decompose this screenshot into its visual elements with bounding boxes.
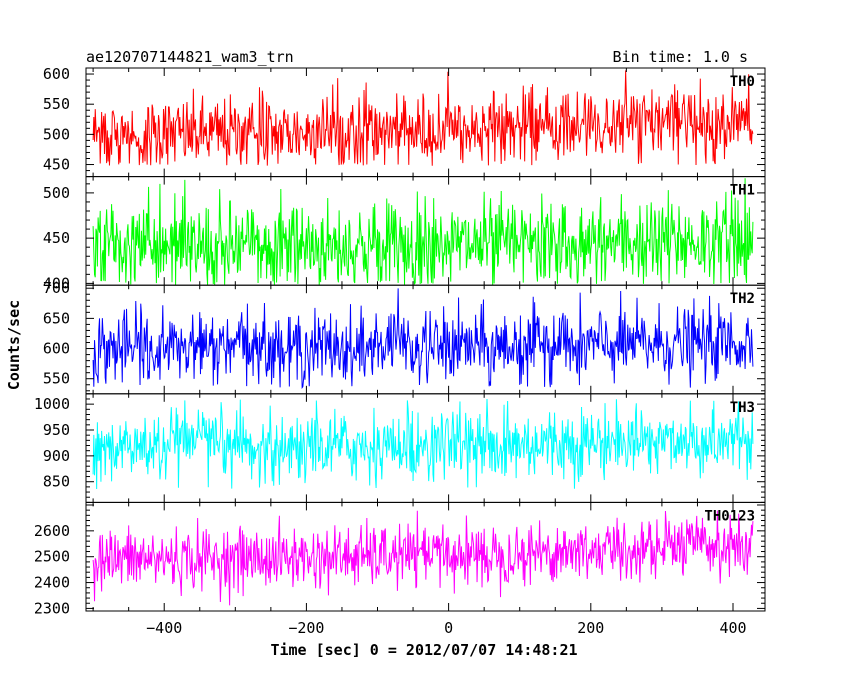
panel-th3: 850 900 950 1000 TH3 (34, 393, 766, 503)
y-tick-label: 2500 (34, 548, 70, 566)
panel-th1: 400 450 500 TH1 (43, 176, 766, 292)
y-tick-label: 550 (43, 370, 70, 388)
y-tick-label: 850 (43, 473, 70, 491)
y-tick-label: 1000 (34, 395, 70, 413)
x-tick-label: 0 (444, 619, 453, 637)
y-tick-label: 900 (43, 447, 70, 465)
panel-th2: 550 600 650 700 TH2 (43, 279, 766, 395)
bin-time-label: Bin time: 1.0 s (613, 48, 748, 66)
series-line-th2 (92, 288, 754, 389)
x-tick-label: −400 (146, 619, 182, 637)
y-tick-label: 500 (43, 125, 70, 143)
figure-title: ae120707144821_wam3_trn (86, 48, 294, 66)
y-tick-label: 2400 (34, 574, 70, 592)
panel-label-th1: TH1 (730, 183, 755, 199)
x-tick-label: −200 (288, 619, 324, 637)
y-tick-label: 700 (43, 279, 70, 297)
y-tick-label: 950 (43, 421, 70, 439)
x-tick-label: 400 (719, 619, 746, 637)
y-tick-label: 650 (43, 309, 70, 327)
panel-frame (85, 284, 766, 395)
y-tick-label: 450 (43, 156, 70, 174)
y-tick-label: 450 (43, 229, 70, 247)
y-tick-label: 2600 (34, 522, 70, 540)
panel-label-th2: TH2 (730, 291, 755, 307)
series-line-th0 (92, 70, 754, 166)
x-axis-title: Time [sec] 0 = 2012/07/07 14:48:21 (270, 641, 577, 659)
y-tick-label: 600 (43, 340, 70, 358)
y-tick-label: 600 (43, 65, 70, 83)
panel-label-th3: TH3 (730, 400, 755, 416)
y-tick-label: 550 (43, 95, 70, 113)
panel-label-th0: TH0 (730, 74, 755, 90)
series-line-th0123 (92, 510, 754, 606)
y-tick-label: 2300 (34, 599, 70, 617)
panel-th0123: 2300 2400 2500 2600 TH0123 (34, 501, 766, 617)
panel-label-th0123: TH0123 (704, 508, 755, 524)
panel-th0: 450 500 550 600 TH0 (43, 65, 766, 178)
y-tick-label: 500 (43, 184, 70, 202)
series-line-th3 (92, 399, 754, 490)
x-tick-label: 200 (577, 619, 604, 637)
y-axis-title: Counts/sec (5, 300, 23, 390)
y-tick-label: 400 (43, 274, 70, 292)
series-line-th1 (92, 178, 754, 286)
panels-group: 450 500 550 600 TH0 400 450 500 TH1 550 600 650 700 T… (34, 65, 766, 637)
